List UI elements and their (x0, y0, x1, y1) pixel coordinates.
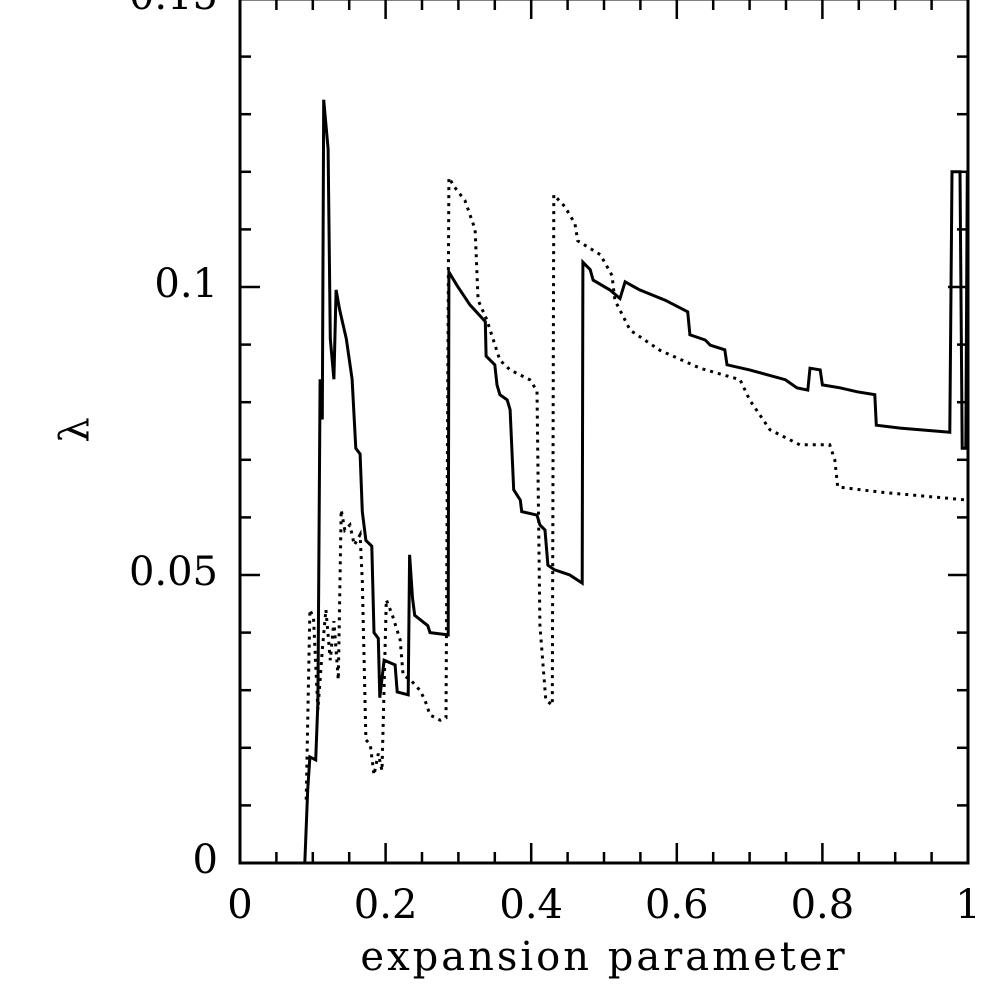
y-tick-label: 0.15 (129, 0, 218, 19)
plot-frame (238, 0, 970, 865)
y-tick-label: 0.1 (154, 261, 218, 307)
data-line (303, 99, 969, 864)
y-tick-label: 0 (193, 837, 218, 883)
x-tick-label: 1 (955, 882, 980, 928)
x-tick-label: 0.6 (645, 882, 709, 928)
x-tick-label: 0 (227, 882, 252, 928)
data-line (304, 172, 969, 800)
x-tick-label: 0.4 (499, 882, 563, 928)
x-axis-label: expansion parameter (360, 934, 847, 980)
y-tick-label: 0.05 (129, 549, 218, 595)
x-tick-label: 0.8 (791, 882, 855, 928)
x-tick-label: 0.2 (354, 882, 418, 928)
y-axis-label: λ (52, 417, 98, 442)
